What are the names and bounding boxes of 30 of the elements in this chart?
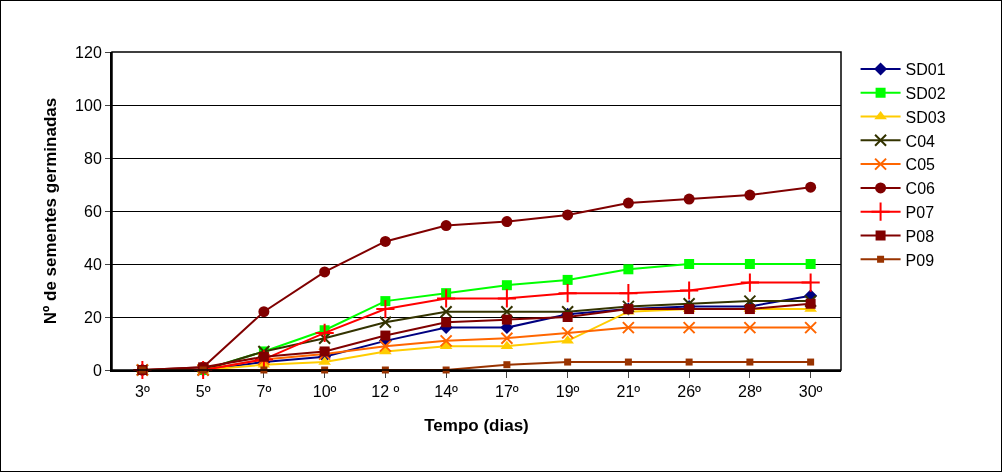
y-tick-label: 120 xyxy=(75,43,102,61)
x-tick-label: 28º xyxy=(738,383,762,401)
y-tick-label: 40 xyxy=(84,255,102,273)
y-tick-label: 0 xyxy=(92,361,102,379)
x-tick-label: 7º xyxy=(256,383,272,401)
y-tick-label: 100 xyxy=(75,96,102,114)
legend-label: SD01 xyxy=(905,61,946,79)
x-tick-label: 14º xyxy=(434,383,459,401)
x-tick-label: 26º xyxy=(677,383,702,401)
x-tick-label: 17º xyxy=(495,383,519,401)
x-tick-label: 5º xyxy=(195,383,211,401)
x-tick-label: 21º xyxy=(616,383,641,401)
y-tick-label: 80 xyxy=(84,149,102,167)
x-tick-label: 19º xyxy=(555,383,580,401)
legend-label: P07 xyxy=(905,203,935,221)
x-tick-label: 30º xyxy=(798,383,823,401)
legend-label: C04 xyxy=(905,132,936,150)
x-tick-label: 10º xyxy=(312,383,337,401)
x-tick-label: 12 º xyxy=(371,383,400,401)
legend-label: P08 xyxy=(905,227,935,245)
legend-label: C05 xyxy=(905,156,936,174)
legend-label: C06 xyxy=(905,180,936,198)
y-tick-label: 60 xyxy=(84,202,102,220)
legend-label: SD02 xyxy=(905,84,946,102)
y-tick-label: 20 xyxy=(84,308,102,326)
y-axis-title: Nº de sementes germinadas xyxy=(41,97,61,325)
x-axis-title: Tempo (dias) xyxy=(424,416,529,436)
legend-label: SD03 xyxy=(905,108,946,126)
legend-label: P09 xyxy=(905,251,935,269)
x-tick-label: 3º xyxy=(135,383,150,401)
